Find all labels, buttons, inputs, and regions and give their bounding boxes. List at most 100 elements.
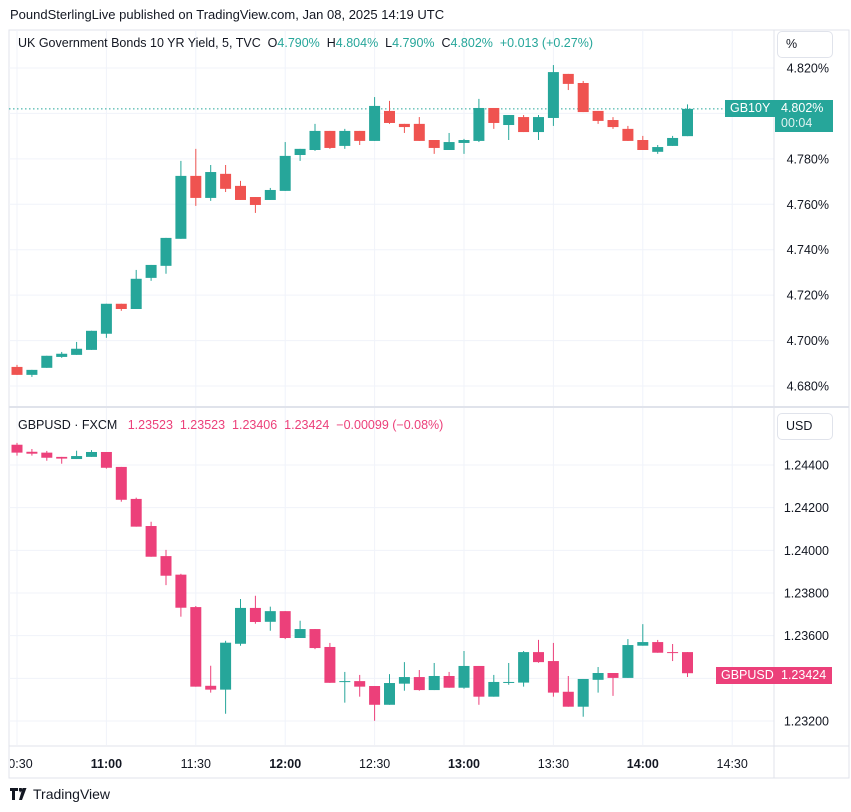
candle-body <box>443 142 455 150</box>
candle-body <box>100 451 112 468</box>
candle-body <box>190 175 202 198</box>
price-tick-label: 1.23600 <box>784 629 829 643</box>
unit-button-percent[interactable]: % <box>777 31 833 58</box>
candle-body <box>577 82 589 113</box>
candle-body <box>682 652 693 674</box>
price-tick-label: 4.820% <box>787 62 829 76</box>
low-value: 4.790% <box>392 36 435 50</box>
candle-body <box>473 665 485 697</box>
last-price-badge-gb10y: 4.802% 00:04 <box>775 100 833 132</box>
candle-body <box>622 128 634 141</box>
price-tick-label: 4.760% <box>787 198 829 212</box>
price-tick-label: 4.780% <box>787 152 829 166</box>
candle-body <box>220 642 232 690</box>
candle-body <box>547 661 559 693</box>
time-tick-label: 12:00 <box>269 757 301 771</box>
candle-body <box>115 303 127 309</box>
time-tick-label: 11:30 <box>181 757 211 771</box>
candle-body <box>413 677 425 691</box>
tradingview-logo[interactable]: TradingView <box>10 786 110 802</box>
last-price-badge-gbpusd: 1.23424 <box>775 667 833 684</box>
candle-body <box>428 140 440 148</box>
fx-title: GBPUSD · FXCM <box>18 418 118 432</box>
chart-frame <box>8 29 850 779</box>
low-label: L <box>385 36 393 50</box>
candle-body <box>294 148 306 155</box>
bond-legend: UK Government Bonds 10 YR Yield, 5, TVC … <box>18 36 593 50</box>
close-value: 4.802% <box>450 36 493 50</box>
candles-gb10y <box>11 65 693 377</box>
high-label: H <box>326 36 336 50</box>
candle-body <box>279 155 291 191</box>
candle-body <box>488 107 500 123</box>
candle-body <box>622 645 634 678</box>
tradingview-logo-icon <box>10 788 27 800</box>
bar-countdown: 00:04 <box>781 116 813 130</box>
time-tick-label: 14:00 <box>627 757 659 771</box>
publish-info: PoundSterlingLive published on TradingVi… <box>10 7 445 22</box>
price-tick-label: 4.740% <box>787 243 829 257</box>
candle-body <box>205 685 217 690</box>
candle-body <box>41 452 53 458</box>
candle-body <box>56 456 68 459</box>
price-tick-label: 4.680% <box>787 380 829 394</box>
candle-body <box>145 526 157 557</box>
candle-body <box>577 678 589 707</box>
candle-body <box>71 456 83 460</box>
candle-body <box>130 498 142 527</box>
price-tick-label: 1.24200 <box>784 501 829 515</box>
candle-body <box>279 611 291 639</box>
candle-body <box>369 686 381 705</box>
candle-body <box>26 451 38 454</box>
candle-body <box>115 466 127 500</box>
candle-body <box>56 353 68 357</box>
candle-body <box>249 197 261 205</box>
open-value: 4.790% <box>277 36 320 50</box>
open-label: O <box>267 36 278 50</box>
candle-body <box>249 607 261 623</box>
candle-body <box>592 673 604 680</box>
time-tick-label: 13:00 <box>448 757 480 771</box>
candle-body <box>11 366 23 375</box>
candle-body <box>384 110 395 123</box>
fx-legend: GBPUSD · FXCM 1.23523 1.23523 1.23406 1.… <box>18 418 443 432</box>
candle-body <box>607 673 619 678</box>
candle-body <box>652 642 664 653</box>
candle-body <box>71 348 83 355</box>
candle-body <box>637 140 649 150</box>
open-value: 1.23523 <box>127 418 173 432</box>
candle-body <box>264 189 276 200</box>
candle-body <box>562 691 574 707</box>
candle-body <box>473 107 485 141</box>
candle-body <box>354 130 366 141</box>
low-value: 1.23406 <box>232 418 278 432</box>
candle-body <box>220 173 232 189</box>
candles-gbpusd <box>11 442 693 721</box>
time-tick-label: 14:30 <box>717 757 748 771</box>
candle-body <box>235 185 246 200</box>
price-tick-label: 1.23800 <box>784 587 829 601</box>
candle-body <box>533 117 544 133</box>
candle-body <box>175 574 187 608</box>
symbol-badge-gbpusd: GBPUSD <box>716 667 779 684</box>
candle-body <box>309 629 321 649</box>
candle-body <box>413 123 425 141</box>
unit-button-usd[interactable]: USD <box>777 413 833 440</box>
time-tick-label: 13:30 <box>538 757 569 771</box>
candle-body <box>235 607 246 644</box>
candle-body <box>533 652 544 663</box>
time-tick-label: 11:00 <box>91 757 122 771</box>
candle-body <box>652 147 664 152</box>
candle-body <box>443 675 455 688</box>
candle-body <box>11 444 23 453</box>
candle-body <box>309 130 321 150</box>
candle-body <box>294 629 306 639</box>
close-value: 1.23424 <box>284 418 330 432</box>
candle-body <box>264 611 276 622</box>
candle-body <box>398 123 410 128</box>
candle-body <box>130 278 142 309</box>
price-tick-label: 1.24000 <box>784 544 829 558</box>
candle-body <box>682 108 693 137</box>
price-tick-label: 4.720% <box>787 289 829 303</box>
